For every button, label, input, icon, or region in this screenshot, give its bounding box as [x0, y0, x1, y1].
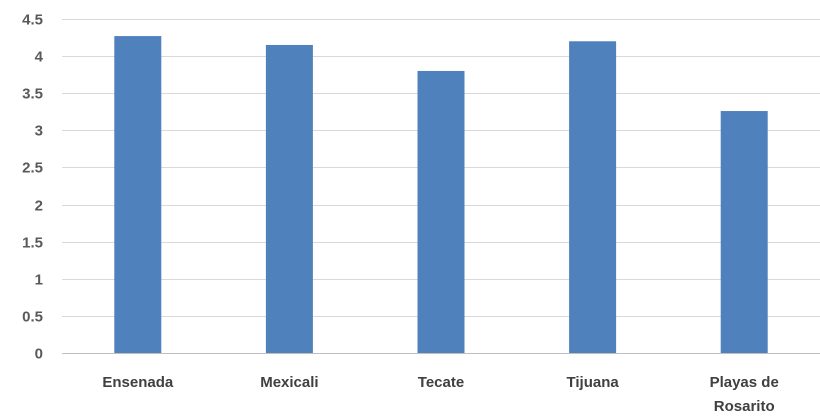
x-category-label-line: Rosarito — [714, 398, 775, 415]
x-category-label: Tecate — [418, 374, 464, 391]
bars — [114, 36, 768, 354]
x-category-label-line: Tijuana — [566, 374, 619, 391]
x-category-label-line: Mexicali — [260, 374, 318, 391]
y-tick-label: 0 — [35, 346, 43, 363]
x-category-label: Playas de Rosarito — [710, 374, 779, 415]
bar-playas-de-rosarito — [720, 111, 768, 353]
bar-mexicali — [265, 44, 313, 353]
y-tick-label: 3 — [35, 123, 43, 140]
y-tick-label: 4 — [35, 49, 44, 66]
x-category-label-line: Tecate — [418, 374, 464, 391]
bar-tijuana — [569, 41, 617, 354]
y-tick-label: 3.5 — [22, 86, 43, 103]
y-tick-label: 1.5 — [22, 235, 43, 252]
x-category-label-line: Playas de — [710, 374, 779, 391]
y-tick-label: 1 — [35, 272, 43, 289]
x-category-label-line: Ensenada — [102, 374, 174, 391]
bar-ensenada — [114, 36, 162, 354]
y-tick-label: 4.5 — [22, 12, 43, 29]
x-category-label: Tijuana — [566, 374, 619, 391]
x-category-label: Mexicali — [260, 374, 318, 391]
x-category-label: Ensenada — [102, 374, 174, 391]
labels: 0 0.5 1 1.5 2 2.5 3 3.5 4 4.5 Ensenada Mexicali Teca… — [22, 12, 779, 416]
y-tick-label: 2 — [35, 198, 43, 215]
y-tick-label: 0.5 — [22, 309, 43, 326]
bar-tecate — [417, 70, 465, 353]
y-tick-label: 2.5 — [22, 160, 43, 177]
